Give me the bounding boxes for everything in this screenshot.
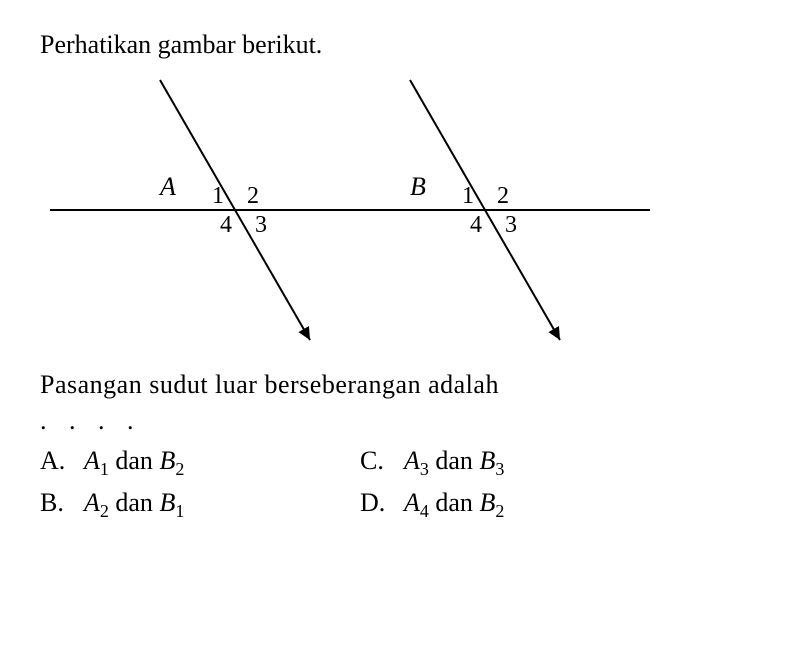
svg-text:4: 4 — [470, 212, 482, 238]
option-letter: C. — [360, 446, 390, 476]
svg-text:1: 1 — [212, 183, 224, 209]
svg-text:B: B — [410, 172, 426, 201]
option-letter: D. — [360, 488, 390, 518]
geometry-diagram: AB12341234 — [40, 70, 660, 350]
option-body: A1 dan B2 — [84, 446, 184, 476]
option-letter: B. — [40, 488, 70, 518]
option-letter: A. — [40, 446, 70, 476]
svg-text:A: A — [158, 172, 176, 201]
option: C. A3 dan B3 — [360, 446, 640, 476]
options-grid: A. A1 dan B2 C. A3 dan B3 B. A2 dan B1 D. A4 da… — [40, 446, 640, 518]
question-text: Pasangan sudut luar berseberangan adalah — [40, 370, 754, 400]
svg-text:2: 2 — [247, 183, 259, 209]
option: A. A1 dan B2 — [40, 446, 320, 476]
option-body: A2 dan B1 — [84, 488, 184, 518]
diagram-svg: AB12341234 — [40, 70, 660, 350]
svg-text:3: 3 — [255, 212, 267, 238]
option: D. A4 dan B2 — [360, 488, 640, 518]
svg-text:1: 1 — [462, 183, 474, 209]
svg-text:4: 4 — [220, 212, 232, 238]
option-body: A4 dan B2 — [404, 488, 504, 518]
title-text: Perhatikan gambar berikut. — [40, 30, 754, 60]
svg-text:3: 3 — [505, 212, 517, 238]
option: B. A2 dan B1 — [40, 488, 320, 518]
ellipsis: . . . . — [40, 406, 754, 436]
option-body: A3 dan B3 — [404, 446, 504, 476]
svg-text:2: 2 — [497, 183, 509, 209]
